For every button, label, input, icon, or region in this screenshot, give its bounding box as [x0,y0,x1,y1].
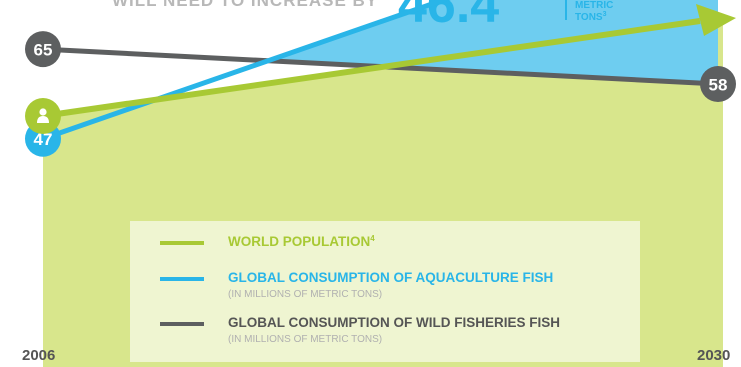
headline-unit-line1: METRIC [575,0,613,11]
legend-swatch-wild [160,322,204,326]
wild-2030-badge: 58 [700,65,736,102]
person-icon-body [37,116,49,123]
population-series-line [42,18,701,119]
legend-sublabel-wild: (IN MILLIONS OF METRIC TONS) [228,334,382,345]
legend-sublabel-aquaculture: (IN MILLIONS OF METRIC TONS) [228,289,382,300]
legend-swatch-aquaculture [160,277,204,281]
x-tick-label-2006: 2006 [22,347,55,364]
wild-2006-badge: 65 [25,31,61,68]
wild-2030-badge-label: 58 [709,75,728,94]
population-arrowhead [696,4,736,36]
wild-2006-badge-label: 65 [34,41,53,60]
legend-swatch-population [160,241,204,245]
wild-2006-badge-circle [25,31,61,68]
aquaculture-wedge-area [268,0,718,84]
headline-lead-text: WILL NEED TO INCREASE BY [112,0,378,10]
aquaculture-2006-badge-label: 47 [34,130,53,149]
person-icon [37,108,49,123]
value-badges: 65584794 [25,31,736,157]
legend-label-wild: GLOBAL CONSUMPTION OF WILD FISHERIES FIS… [228,315,560,330]
person-icon-head [39,108,47,116]
legend-box [130,221,640,362]
headline-value: 46.4 [398,0,499,34]
legend-label-population: WORLD POPULATION4 [228,234,375,249]
population-2006-badge [25,98,61,134]
headline-unit-sup: 3 [603,11,607,18]
legend: WORLD POPULATION4 GLOBAL CONSUMPTION OF A… [160,234,560,345]
headline-unit-line2: TONS3 [575,11,607,23]
wild-2030-badge-circle [700,65,736,102]
legend-label-aquaculture: GLOBAL CONSUMPTION OF AQUACULTURE FISH [228,270,553,285]
x-tick-label-2030: 2030 [697,347,730,364]
